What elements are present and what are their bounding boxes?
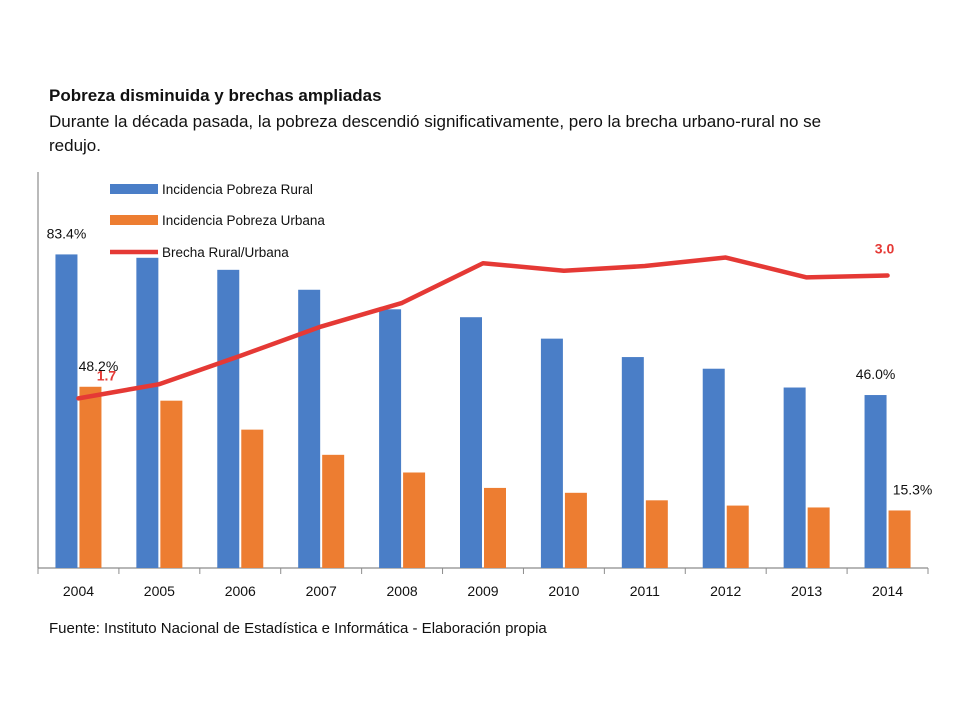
gap-first-label: 1.7 (97, 367, 117, 383)
rural-bar (55, 254, 78, 568)
urban-bar (403, 472, 426, 568)
gap-last-label: 3.0 (875, 241, 895, 257)
x-tick-label: 2005 (144, 583, 175, 599)
x-tick-label: 2011 (630, 583, 660, 599)
legend-swatch (110, 184, 158, 194)
urban-bar (726, 505, 749, 568)
data-labels: 83.4% 48.2% 46.0% 15.3% 1.7 3.0 (47, 225, 933, 497)
chart-subtitle: Durante la década pasada, la pobreza des… (49, 112, 822, 155)
source-note: Fuente: Instituto Nacional de Estadístic… (49, 620, 547, 637)
urban-bar (322, 454, 345, 568)
legend: Incidencia Pobreza Rural Incidencia Pobre… (110, 182, 325, 260)
urban-bar (241, 429, 264, 568)
urban-first-label: 48.2% (79, 358, 119, 374)
rural-last-label: 46.0% (856, 366, 896, 382)
rural-bar (702, 368, 725, 568)
rural-first-label: 83.4% (47, 225, 87, 241)
x-tick-label: 2004 (63, 583, 94, 599)
legend-label: Incidencia Pobreza Rural (162, 182, 313, 197)
x-tick-label: 2009 (467, 583, 498, 599)
legend-swatch (110, 215, 158, 225)
rural-bar (460, 317, 482, 568)
urban-bar (807, 507, 830, 568)
urban-bar (888, 510, 911, 568)
bars (55, 254, 911, 568)
rural-bar (298, 289, 321, 568)
rural-bar (379, 309, 402, 568)
legend-label: Brecha Rural/Urbana (162, 245, 289, 260)
axes: 2004 2005 2006 2007 2008 2009 2010 2011 2012 2013… (37, 172, 929, 599)
rural-bar (621, 357, 644, 568)
x-tick-label: 2013 (791, 583, 822, 599)
x-tick-label: 2006 (225, 583, 256, 599)
urban-bar (79, 386, 102, 568)
x-tick-label: 2012 (710, 583, 741, 599)
gap-line (76, 255, 890, 401)
x-tick-label: 2007 (306, 583, 337, 599)
rural-bar (864, 395, 887, 568)
urban-bar (484, 487, 506, 568)
urban-bar (645, 500, 668, 568)
x-tick-label: 2010 (548, 583, 579, 599)
urban-bar (564, 492, 587, 568)
x-tick-label: 2008 (387, 583, 418, 599)
rural-bar (217, 269, 240, 568)
rural-bar (540, 338, 563, 568)
urban-last-label: 15.3% (893, 481, 933, 497)
rural-bar (783, 387, 806, 568)
gap-line-layer (76, 255, 890, 401)
x-tick-label: 2014 (872, 583, 903, 599)
legend-label: Incidencia Pobreza Urbana (162, 213, 325, 228)
chart-title: Pobreza disminuida y brechas ampliadas (49, 86, 382, 105)
rural-bar (136, 257, 159, 568)
urban-bar (160, 400, 183, 568)
